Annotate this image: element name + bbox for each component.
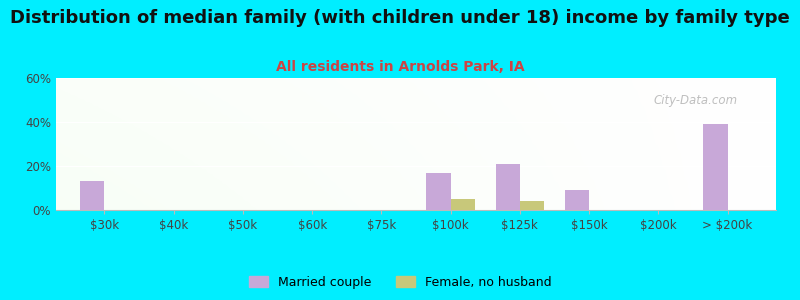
Text: City-Data.com: City-Data.com (654, 94, 738, 107)
Bar (703, 124, 727, 210)
Bar (565, 190, 589, 210)
Bar (450, 199, 475, 210)
Bar (520, 201, 544, 210)
Bar (426, 172, 450, 210)
Bar (496, 164, 520, 210)
Legend: Married couple, Female, no husband: Married couple, Female, no husband (244, 271, 556, 294)
Bar (80, 182, 105, 210)
Text: All residents in Arnolds Park, IA: All residents in Arnolds Park, IA (276, 60, 524, 74)
Text: Distribution of median family (with children under 18) income by family type: Distribution of median family (with chil… (10, 9, 790, 27)
